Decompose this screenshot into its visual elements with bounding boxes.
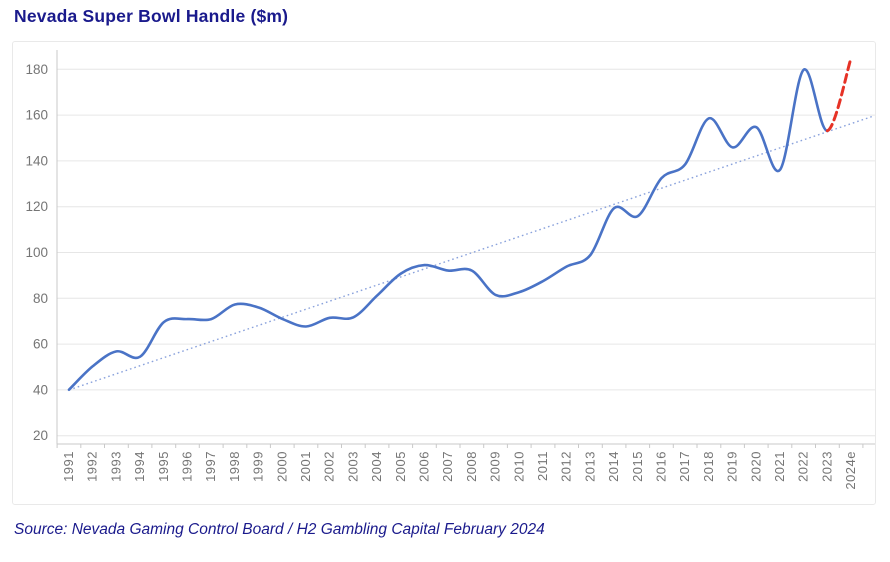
x-tick-label: 2005 [393, 451, 408, 482]
x-tick-label: 1991 [61, 451, 76, 482]
x-tick-label: 1997 [203, 451, 218, 482]
x-tick-label: 2017 [677, 451, 692, 482]
x-tick-label: 1998 [227, 451, 242, 482]
x-tick-label: 2009 [488, 451, 503, 482]
chart-plot-frame: 20 40 60 80 100 120 140 160 180 1991 1992 1993 1994 1… [12, 41, 876, 505]
y-tick-label: 80 [33, 291, 48, 306]
y-tick-label: 180 [25, 62, 48, 77]
x-tick-label: 2019 [725, 451, 740, 482]
x-tick-label: 1993 [108, 451, 123, 482]
y-tick-label: 40 [33, 382, 48, 397]
y-tick-label: 140 [25, 153, 48, 168]
x-tick-label: 2021 [772, 451, 787, 482]
x-tick-label: 2003 [345, 451, 360, 482]
x-tick-label: 1995 [156, 451, 171, 482]
y-tick-label: 120 [25, 199, 48, 214]
x-tick-label: 2002 [322, 451, 337, 482]
x-tick-label: 2022 [796, 451, 811, 482]
x-tick-label: 2018 [701, 451, 716, 482]
x-tick-label: 1996 [180, 451, 195, 482]
x-tick-label: 2010 [511, 451, 526, 482]
chart-title: Nevada Super Bowl Handle ($m) [14, 6, 289, 26]
x-tick-label: 2011 [535, 451, 550, 481]
x-tick-label: 1999 [251, 451, 266, 482]
x-tick-label: 2008 [464, 451, 479, 482]
x-tick-label: 2014 [606, 451, 621, 482]
x-tick-label: 2006 [417, 451, 432, 482]
y-tick-label: 100 [25, 245, 48, 260]
chart-source-note: Source: Nevada Gaming Control Board / H2… [14, 521, 545, 538]
x-tick-label: 2000 [274, 451, 289, 482]
x-tick-label: 1994 [132, 451, 147, 482]
x-tick-label: 2015 [630, 451, 645, 482]
trend-line [68, 115, 874, 391]
x-tick-label: 2024e [843, 451, 858, 490]
x-tick-label: 2007 [440, 451, 455, 482]
handle-series-line [67, 68, 829, 391]
x-tick-label: 1992 [85, 451, 100, 482]
x-tick-label: 2016 [654, 451, 669, 482]
x-tick-label: 2004 [369, 451, 384, 482]
x-tick-label: 2001 [298, 451, 313, 482]
projection-dashed-line [825, 56, 853, 133]
x-tick-label: 2012 [559, 451, 574, 482]
y-tick-label: 60 [33, 337, 48, 352]
y-tick-label: 20 [33, 428, 48, 443]
x-tick-label: 2020 [748, 451, 763, 482]
x-tick-label: 2023 [819, 451, 834, 482]
y-tick-label: 160 [25, 108, 48, 123]
chart-canvas: 20 40 60 80 100 120 140 160 180 1991 1992 1993 1994 1… [25, 50, 875, 490]
x-tick-label: 2013 [582, 451, 597, 482]
